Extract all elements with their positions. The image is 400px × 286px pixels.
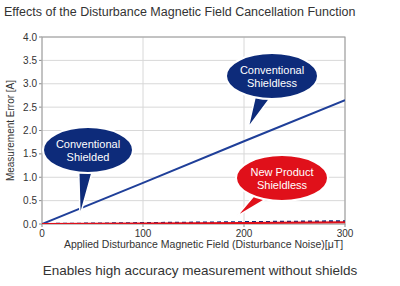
legend-label-line: Shieldless — [257, 179, 308, 191]
callout: ConventionalShieldless — [226, 53, 318, 128]
legend-label-line: Conventional — [240, 64, 304, 76]
tick-label: 3.5 — [23, 55, 37, 66]
chart: Effects of the Disturbance Magnetic Fiel… — [0, 0, 400, 286]
legend-label: New ProductShieldless — [251, 166, 314, 191]
callout: New ProductShieldless — [236, 155, 328, 217]
series-line — [42, 100, 345, 224]
title: Effects of the Disturbance Magnetic Fiel… — [4, 5, 355, 19]
legend-label-line: New Product — [251, 166, 314, 178]
plot-frame — [42, 37, 345, 224]
subtitle: Enables high accuracy measurement withou… — [43, 263, 358, 278]
y-axis-label: Measurement Error [A] — [5, 80, 16, 181]
legend-label-line: Conventional — [56, 138, 120, 150]
tick-label: 0.5 — [23, 195, 37, 206]
tick-label: 1.5 — [23, 148, 37, 159]
tick-label: 4.0 — [23, 32, 37, 43]
tick-label: 1.0 — [23, 172, 37, 183]
tick-label: 3.0 — [23, 78, 37, 89]
legend-label: ConventionalShieldless — [240, 64, 304, 89]
legend-label-line: Shielded — [67, 151, 110, 163]
series-line — [42, 222, 345, 224]
callout: ConventionalShielded — [43, 127, 133, 216]
grid-line — [143, 37, 144, 224]
series-group — [42, 100, 345, 224]
tick-label: 2.0 — [23, 125, 37, 136]
legend-label: ConventionalShielded — [56, 138, 120, 163]
callout-bubble — [236, 155, 328, 201]
callout-bubble — [43, 127, 133, 173]
grid-line — [42, 107, 345, 108]
callout-bubble — [226, 53, 318, 99]
x-axis-label: Applied Disturbance Magnetic Field (Dist… — [64, 238, 343, 250]
tick-label: 2.5 — [23, 102, 37, 113]
legend-label-line: Shieldless — [247, 77, 298, 89]
tick-label: 0 — [39, 228, 45, 239]
series-line — [42, 221, 345, 224]
tick-label: 0.0 — [23, 219, 37, 230]
